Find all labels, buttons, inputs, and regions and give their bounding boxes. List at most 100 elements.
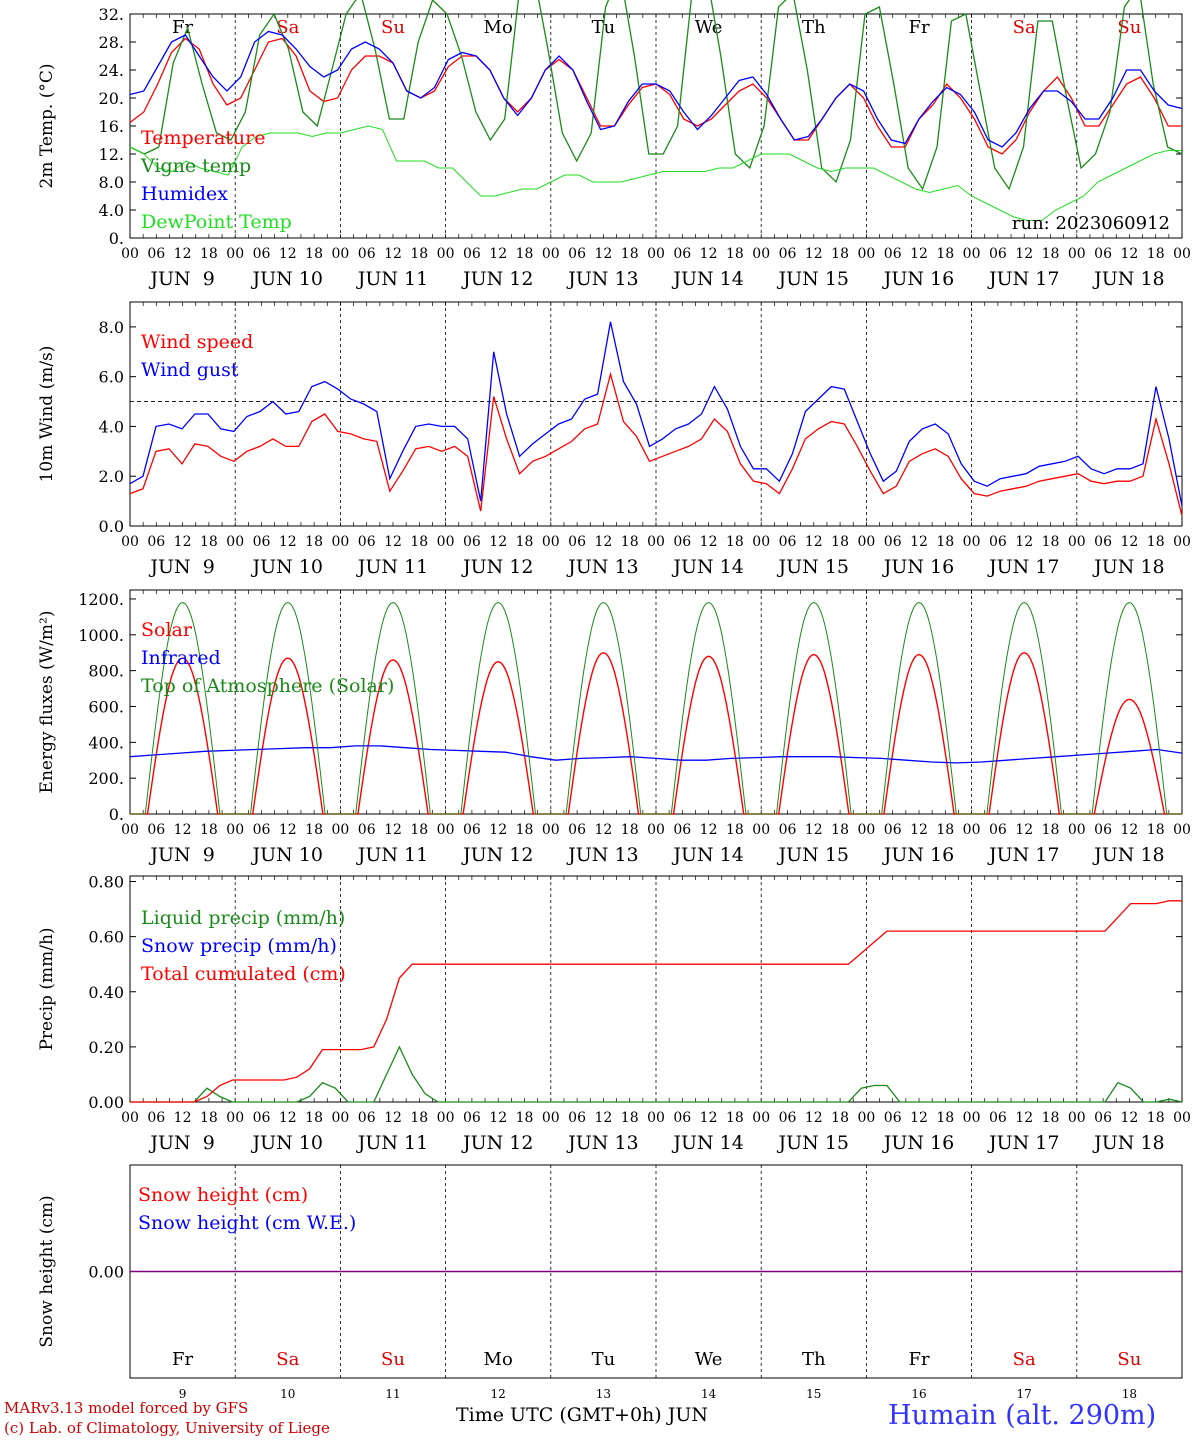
panel-2: 0.0 2.0 4.0 6.0 8.0 10m Wind (m/s) 00 06 12 18 JUN… xyxy=(37,301,1191,578)
weekday-label: Sa xyxy=(276,1349,299,1370)
x-date-label: JUN 16 xyxy=(882,844,954,866)
y-tick-label: 0.0 xyxy=(99,517,124,536)
x-hour-label: 06 xyxy=(989,534,1007,550)
x-day-number: 10 xyxy=(280,1387,295,1401)
x-hour-label: 00 xyxy=(437,534,455,550)
run-annotation: run: 2023060912 xyxy=(1012,213,1170,234)
x-hour-label: 00 xyxy=(857,1110,875,1126)
x-date-label: JUN 10 xyxy=(251,556,323,578)
series-liquid-precip-mm-h- xyxy=(130,1045,1183,1103)
x-hour-label: 18 xyxy=(200,822,218,838)
series-infrared xyxy=(129,745,1183,764)
location-label: Humain (alt. 290m) xyxy=(888,1400,1157,1431)
y-axis-title: Energy fluxes (W/m²) xyxy=(37,611,57,794)
x-hour-label: 00 xyxy=(857,534,875,550)
x-date-label: JUN 12 xyxy=(461,1132,533,1154)
x-hour-label: 12 xyxy=(1120,534,1138,550)
legend-entry: Infrared xyxy=(141,647,221,669)
y-tick-label: 0. xyxy=(109,229,124,248)
y-tick-label: 32. xyxy=(99,5,124,24)
x-hour-label: 06 xyxy=(673,1110,691,1126)
x-hour-label: 06 xyxy=(147,1110,165,1126)
x-hour-label: 12 xyxy=(279,534,297,550)
x-hour-label: 00 xyxy=(1173,1110,1191,1126)
x-hour-label: 18 xyxy=(1042,822,1060,838)
x-hour-label: 06 xyxy=(1094,246,1112,262)
series-total-cumulated-cm- xyxy=(130,900,1182,1103)
weekday-label: Mo xyxy=(484,17,513,38)
x-hour-label: 18 xyxy=(305,246,323,262)
x-hour-label: 00 xyxy=(437,822,455,838)
x-date-label: JUN 11 xyxy=(356,556,428,578)
x-hour-label: 18 xyxy=(516,822,534,838)
x-hour-label: 18 xyxy=(410,1110,428,1126)
x-hour-label: 06 xyxy=(884,534,902,550)
series-wind-speed xyxy=(129,371,1183,517)
y-tick-label: 8.0 xyxy=(99,318,124,337)
x-date-label: JUN 17 xyxy=(987,268,1059,290)
x-hour-label: 00 xyxy=(1173,534,1191,550)
x-hour-label: 06 xyxy=(779,822,797,838)
x-hour-label: 06 xyxy=(253,1110,271,1126)
x-hour-label: 06 xyxy=(147,246,165,262)
x-hour-label: 06 xyxy=(673,246,691,262)
x-hour-label: 00 xyxy=(1173,246,1191,262)
x-hour-label: 00 xyxy=(121,246,139,262)
x-date-label: JUN 15 xyxy=(777,268,849,290)
x-hour-label: 18 xyxy=(410,822,428,838)
weekday-label: Su xyxy=(381,17,405,38)
x-date-label: JUN 13 xyxy=(566,268,638,290)
x-hour-label: 06 xyxy=(779,1110,797,1126)
x-hour-label: 12 xyxy=(594,534,612,550)
y-axis-title: 10m Wind (m/s) xyxy=(37,346,57,483)
y-tick-label: 20. xyxy=(99,89,124,108)
x-hour-label: 12 xyxy=(279,822,297,838)
series-vigne-temp xyxy=(129,0,1183,191)
weekday-label: Fr xyxy=(908,17,929,38)
x-hour-label: 18 xyxy=(831,246,849,262)
x-hour-label: 06 xyxy=(1094,822,1112,838)
legend-entry: Humidex xyxy=(141,183,228,205)
x-hour-label: 00 xyxy=(121,822,139,838)
x-hour-label: 18 xyxy=(410,246,428,262)
weekday-label: Su xyxy=(381,1349,405,1370)
weekday-label: Th xyxy=(802,17,826,38)
x-date-label: JUN 17 xyxy=(987,556,1059,578)
x-date-label: JUN 15 xyxy=(777,1132,849,1154)
x-hour-label: 12 xyxy=(174,1110,192,1126)
x-hour-label: 18 xyxy=(1042,246,1060,262)
x-hour-label: 06 xyxy=(358,822,376,838)
y-axis-title: Precip (mm/h) xyxy=(37,927,57,1050)
legend-entry: Snow height (cm) xyxy=(138,1184,308,1206)
weekday-label: Fr xyxy=(172,17,193,38)
x-hour-label: 12 xyxy=(1015,534,1033,550)
x-day-number: 14 xyxy=(701,1387,717,1401)
x-hour-label: 12 xyxy=(279,1110,297,1126)
x-day-number: 15 xyxy=(806,1387,821,1401)
x-hour-label: 12 xyxy=(700,246,718,262)
series-toa-solar xyxy=(130,601,1182,815)
x-hour-label: 06 xyxy=(253,822,271,838)
x-hour-label: 00 xyxy=(857,822,875,838)
x-date-label: JUN 13 xyxy=(566,844,638,866)
x-hour-label: 06 xyxy=(884,246,902,262)
x-hour-label: 06 xyxy=(463,246,481,262)
weekday-label: We xyxy=(695,1349,723,1370)
x-date-label: JUN 12 xyxy=(461,844,533,866)
x-hour-label: 12 xyxy=(594,1110,612,1126)
weekday-label: Sa xyxy=(1013,1349,1036,1370)
legend-entry: Snow precip (mm/h) xyxy=(141,935,337,957)
x-hour-label: 06 xyxy=(568,1110,586,1126)
x-date-label: JUN 12 xyxy=(461,556,533,578)
x-date-label: JUN 14 xyxy=(671,1132,743,1154)
x-hour-label: 18 xyxy=(1147,1110,1165,1126)
x-hour-label: 12 xyxy=(174,822,192,838)
weekday-label: Su xyxy=(1117,1349,1141,1370)
x-hour-label: 06 xyxy=(779,534,797,550)
x-hour-label: 00 xyxy=(121,534,139,550)
x-hour-label: 00 xyxy=(542,534,560,550)
x-date-label: JUN 13 xyxy=(566,1132,638,1154)
x-date-label: JUN 16 xyxy=(882,556,954,578)
x-hour-label: 18 xyxy=(936,246,954,262)
